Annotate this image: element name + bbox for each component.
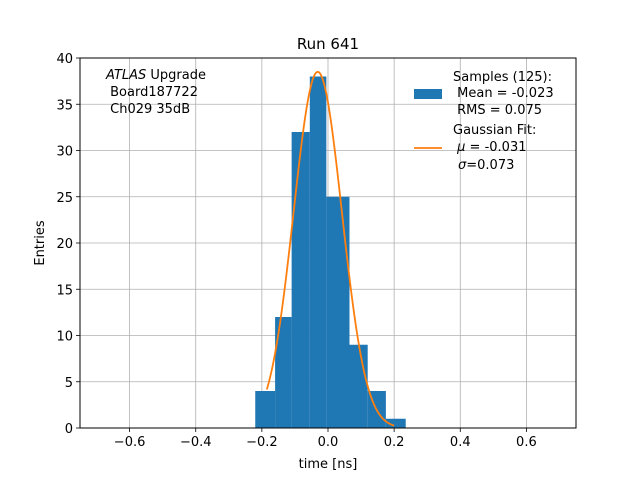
y-axis-label: Entries <box>33 220 48 266</box>
x-tick-label: −0.2 <box>246 435 278 450</box>
legend-fit-mu-value: = -0.031 <box>465 140 526 155</box>
annotation-line-2: Board187722 <box>106 85 198 100</box>
histogram-bar <box>309 76 327 428</box>
x-tick-label: −0.4 <box>180 435 212 450</box>
histogram-bar <box>255 391 276 428</box>
x-tick-label: 0.0 <box>318 435 339 450</box>
legend-fit-sigma-symbol: σ <box>458 158 467 173</box>
y-tick-label: 20 <box>56 237 73 252</box>
legend-samples-line-1: Samples (125): <box>453 70 552 85</box>
gaussian-fit <box>265 70 395 427</box>
legend-fit-line-1: Gaussian Fit: <box>453 123 536 138</box>
legend-fit-sigma-value: =0.073 <box>466 158 514 173</box>
y-tick-label: 30 <box>56 145 73 160</box>
y-tick-label: 5 <box>65 376 73 391</box>
y-axis-ticks: 0 5 10 15 20 25 30 35 40 <box>56 52 80 437</box>
histogram-bar <box>275 317 292 428</box>
x-axis-ticks: −0.6 −0.4 −0.2 0.0 0.2 0.4 0.6 <box>114 428 537 450</box>
y-tick-label: 40 <box>56 52 73 67</box>
y-tick-label: 15 <box>56 283 73 298</box>
histogram-bar <box>349 344 368 428</box>
gaussian-fit-curve <box>265 70 395 427</box>
histogram-bar <box>385 418 406 428</box>
y-tick-label: 10 <box>56 330 73 345</box>
x-tick-label: 0.2 <box>384 435 405 450</box>
legend-fit-line-2: μ = -0.031 <box>453 140 527 155</box>
legend-samples-line-2: Mean = -0.023 <box>453 86 554 101</box>
annotation-upgrade: Upgrade <box>146 68 206 83</box>
annotation-line-3: Ch029 35dB <box>106 102 190 117</box>
histogram-bar <box>291 132 310 428</box>
histogram-bar <box>326 196 350 428</box>
x-tick-label: 0.4 <box>450 435 471 450</box>
y-tick-label: 0 <box>65 422 73 437</box>
annotation-line-1: ATLAS Upgrade <box>105 68 206 83</box>
y-tick-label: 25 <box>56 191 73 206</box>
legend: Samples (125): Mean = -0.023 RMS = 0.075… <box>414 70 554 173</box>
chart-title: Run 641 <box>297 35 359 53</box>
histogram-bars <box>255 76 406 428</box>
x-tick-label: −0.6 <box>114 435 146 450</box>
annotation-block: ATLAS Upgrade Board187722 Ch029 35dB <box>105 68 206 117</box>
annotation-atlas: ATLAS <box>105 68 146 83</box>
y-tick-label: 35 <box>56 98 73 113</box>
legend-fit-mu-symbol: μ <box>456 140 465 155</box>
legend-fit-line-3: σ=0.073 <box>458 158 514 173</box>
x-axis-label: time [ns] <box>299 457 358 472</box>
x-tick-label: 0.6 <box>516 435 537 450</box>
legend-samples-line-3: RMS = 0.075 <box>453 103 542 118</box>
legend-samples-swatch <box>414 89 442 99</box>
